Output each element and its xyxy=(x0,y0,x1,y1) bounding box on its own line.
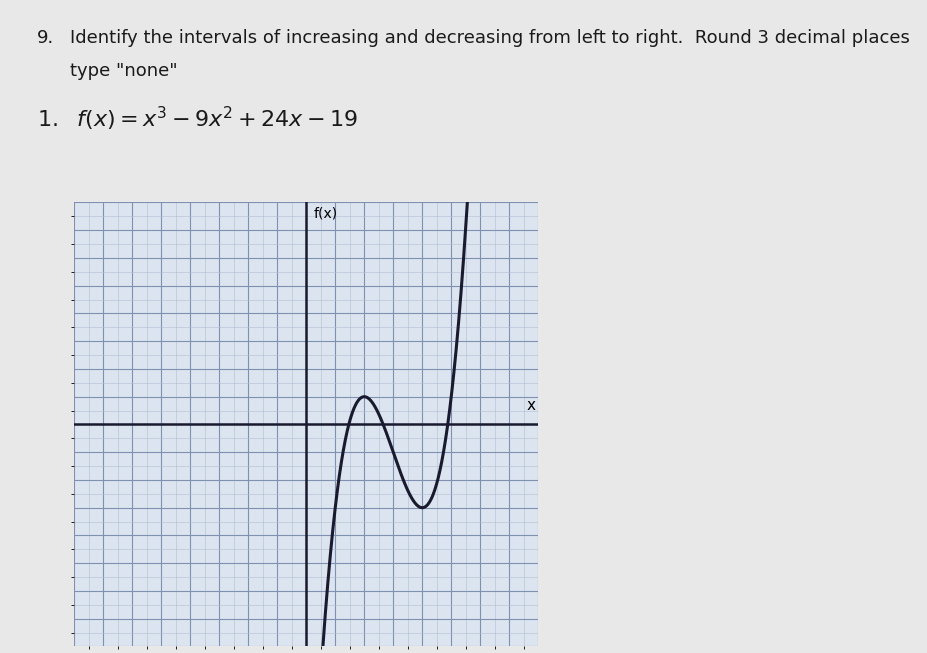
Text: type "none": type "none" xyxy=(70,62,177,80)
Text: x: x xyxy=(526,398,535,413)
Text: 9.: 9. xyxy=(37,29,55,48)
Text: $\mathit{1.}$  $f(x) = x^3 - 9x^2 + 24x - 19$: $\mathit{1.}$ $f(x) = x^3 - 9x^2 + 24x -… xyxy=(37,104,358,133)
Text: f(x): f(x) xyxy=(313,206,337,221)
Text: Identify the intervals of increasing and decreasing from left to right.  Round 3: Identify the intervals of increasing and… xyxy=(70,29,908,48)
